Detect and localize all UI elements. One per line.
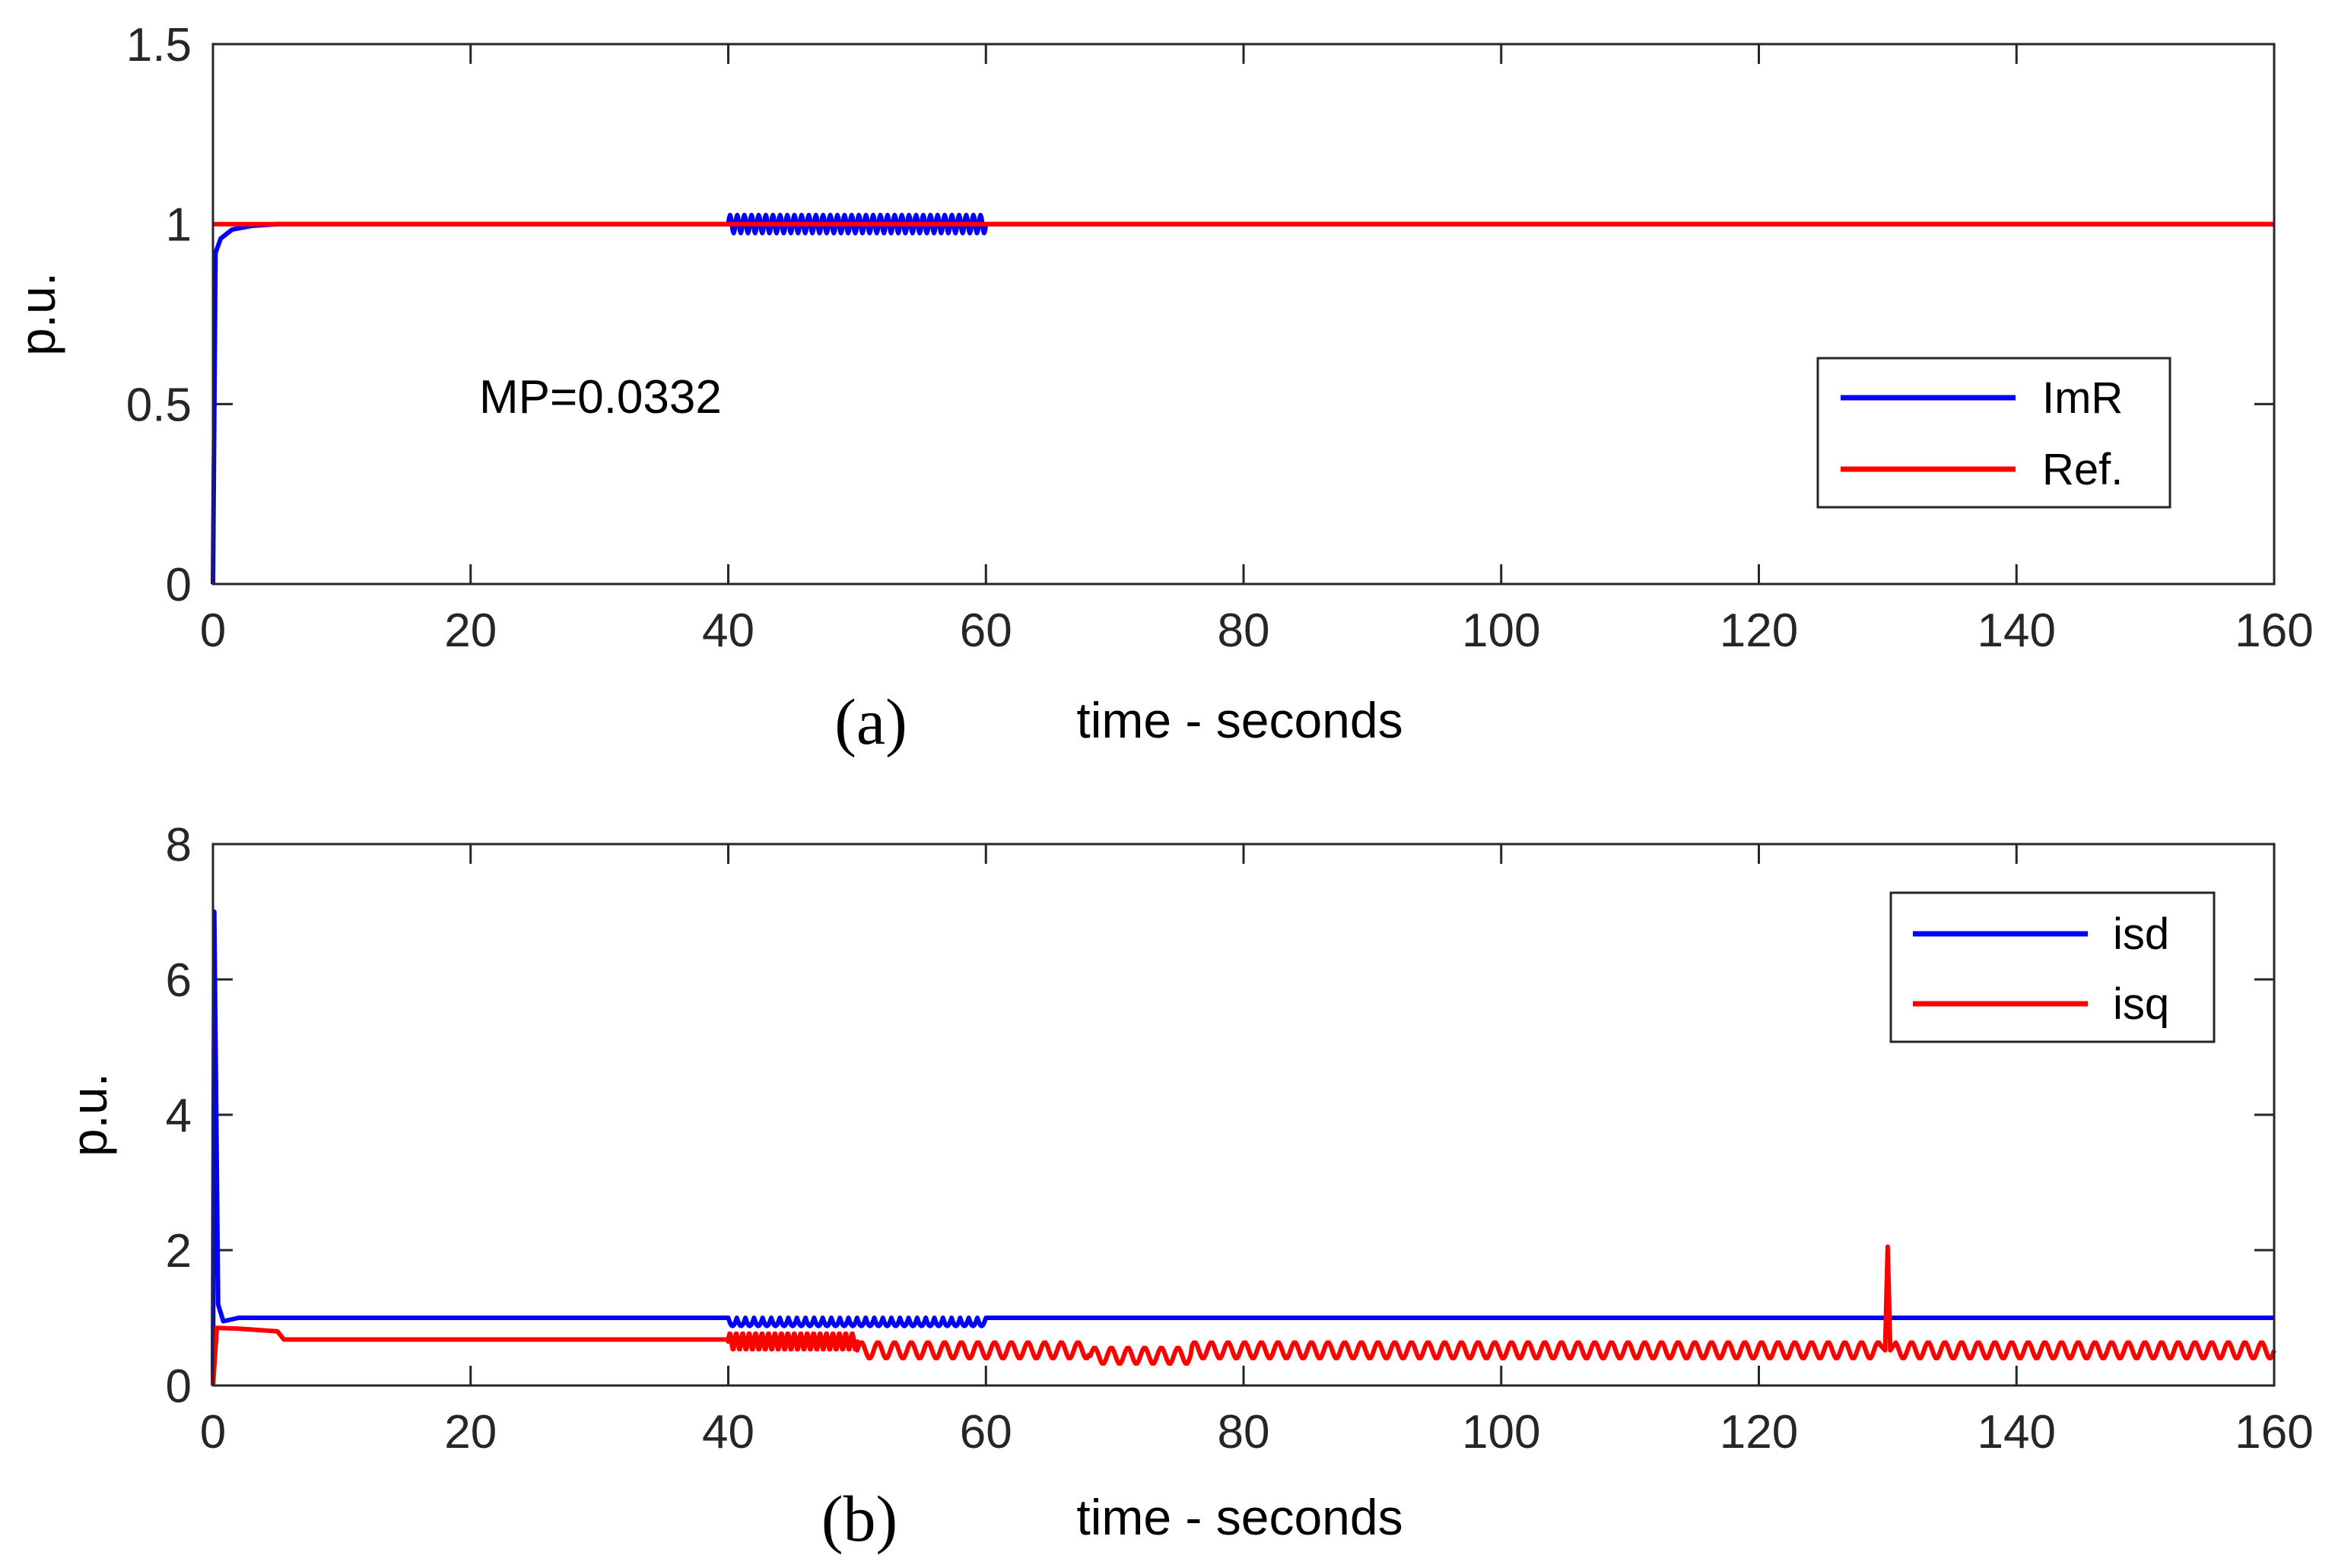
panel-a-annotation: MP=0.0332 (479, 371, 722, 424)
panel-a-xtick-label: 80 (1218, 605, 1270, 657)
panel-b-series-isq (211, 1244, 2276, 1386)
panel-a-legend: ImR Ref. (1816, 357, 2171, 509)
panel-a-xtick-label: 20 (444, 605, 497, 657)
panel-a-tick-labels: 0 20 40 60 80 100 120 140 160 0 0.5 1 1.5 (126, 19, 2314, 657)
panel-a-xtick-label: 0 (200, 605, 226, 657)
panel-b-xtick-label: 160 (2235, 1406, 2313, 1458)
panel-a-frame (211, 43, 2276, 586)
panel-b-ylabel: p.u. (61, 1073, 117, 1157)
panel-b-ytick-label: 0 (166, 1360, 192, 1413)
panel-b-tick-labels: 0 20 40 60 80 100 120 140 160 0 2 4 6 8 (166, 819, 2314, 1458)
panel-b-ytick-label: 2 (166, 1225, 192, 1278)
panel-a-tag: (a) (834, 685, 907, 758)
panel-a-xtick-label: 160 (2235, 605, 2313, 657)
panel-a-legend-label-imr: ImR (2042, 373, 2123, 423)
panel-b-frame (211, 843, 2276, 1387)
panel-b-series (211, 909, 2276, 1386)
panel-a-ytick-label: 1.5 (126, 19, 192, 71)
panel-b-xlabel: time - seconds (1076, 1489, 1403, 1545)
panel-a-xtick-label: 140 (1978, 605, 2056, 657)
panel-b-xtick-label: 80 (1218, 1406, 1270, 1458)
panel-b-series-isd (211, 909, 2274, 1386)
panel-b-legend-label-isd: isd (2113, 909, 2169, 959)
panel-b-xtick-label: 20 (444, 1406, 497, 1458)
panel-b-chart: 0 20 40 60 80 100 120 140 160 0 2 4 6 8 p.u. time - s… (61, 819, 2314, 1555)
panel-a-legend-box (1816, 357, 2171, 509)
panel-b-xtick-label: 40 (702, 1406, 755, 1458)
panel-a-legend-label-ref: Ref. (2042, 445, 2123, 494)
panel-a-chart: 0 20 40 60 80 100 120 140 160 0 0.5 1 1.5 p.u. time … (9, 19, 2314, 758)
panel-b-tag: (b) (821, 1482, 897, 1555)
panel-a-ytick-label: 0.5 (126, 379, 192, 431)
panel-a-ytick-label: 0 (166, 559, 192, 611)
panel-a-ylabel: p.u. (9, 272, 65, 356)
panel-b-ytick-label: 6 (166, 954, 192, 1007)
panel-b-xtick-label: 100 (1462, 1406, 1540, 1458)
panel-b-legend: isd isq (1889, 891, 2216, 1043)
panel-b-legend-label-isq: isq (2113, 979, 2169, 1029)
panel-a-ytick-label: 1 (166, 199, 192, 252)
panel-a-xtick-label: 40 (702, 605, 755, 657)
panel-a-xtick-label: 120 (1720, 605, 1798, 657)
panel-b-xtick-label: 0 (200, 1406, 226, 1458)
panel-a-xtick-label: 100 (1462, 605, 1540, 657)
panel-b-ytick-label: 4 (166, 1090, 192, 1142)
panel-b-xtick-label: 60 (960, 1406, 1012, 1458)
panel-b-xtick-label: 120 (1720, 1406, 1798, 1458)
panel-b-xtick-label: 140 (1978, 1406, 2056, 1458)
panel-a-xlabel: time - seconds (1076, 692, 1403, 748)
panel-b-legend-box (1889, 891, 2216, 1043)
panel-b-ytick-label: 8 (166, 819, 192, 871)
panel-a-series (211, 212, 2274, 585)
panel-a-xtick-label: 60 (960, 605, 1012, 657)
